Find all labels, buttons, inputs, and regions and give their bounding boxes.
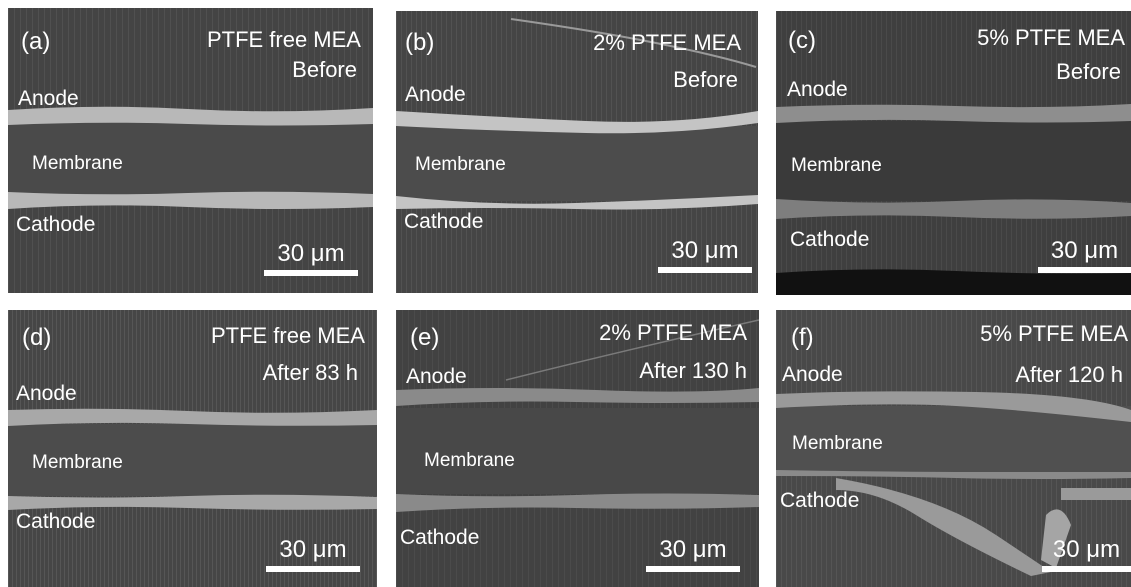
cathode-label: Cathode <box>780 489 860 512</box>
sem-image-a <box>8 8 373 293</box>
scale-bar-label: 30 μm <box>671 237 739 264</box>
panel-b: (b) 2% PTFE MEA Before Anode Membrane Ca… <box>396 11 758 293</box>
panel-title: 5% PTFE MEA <box>980 321 1128 346</box>
panel-a: (a) PTFE free MEA Before Anode Membrane … <box>8 8 373 293</box>
anode-label: Anode <box>787 78 848 101</box>
scale-bar-label: 30 μm <box>279 536 347 563</box>
scale-bar: 30 μm <box>266 538 360 572</box>
membrane-label: Membrane <box>32 153 123 174</box>
cathode-label: Cathode <box>790 228 870 251</box>
panel-d: (d) PTFE free MEA After 83 h Anode Membr… <box>8 310 377 587</box>
panel-title: 2% PTFE MEA <box>593 30 741 55</box>
sem-image-b <box>396 11 758 293</box>
scale-bar-label: 30 μm <box>659 536 727 563</box>
cathode-label: Cathode <box>404 210 484 233</box>
scale-bar: 30 μm <box>264 242 358 276</box>
scale-bar: 30 μm <box>658 239 752 273</box>
scale-bar-label: 30 μm <box>1050 237 1119 264</box>
scale-bar-line <box>266 566 360 572</box>
panel-label: (d) <box>22 324 52 351</box>
scale-bar-line <box>1038 267 1131 273</box>
sem-image-e <box>396 310 759 587</box>
anode-label: Anode <box>18 87 79 110</box>
membrane-label: Membrane <box>32 452 123 473</box>
panel-condition: After 83 h <box>262 360 358 385</box>
panel-label: (c) <box>788 27 816 54</box>
panel-title: PTFE free MEA <box>210 323 365 348</box>
panel-title: 5% PTFE MEA <box>977 25 1125 50</box>
panel-label: (a) <box>21 28 51 55</box>
cathode-label: Cathode <box>16 213 96 236</box>
panel-label: (f) <box>791 324 814 351</box>
panel-e: (e) 2% PTFE MEA After 130 h Anode Membra… <box>396 310 759 587</box>
panel-condition: Before <box>1056 59 1121 84</box>
anode-label: Anode <box>406 365 467 388</box>
panel-label: (e) <box>410 324 440 351</box>
cathode-label: Cathode <box>16 510 96 533</box>
scale-bar-label: 30 μm <box>277 240 345 267</box>
membrane-label: Membrane <box>424 450 515 471</box>
scale-bar-line <box>264 270 358 276</box>
membrane-label: Membrane <box>791 155 882 176</box>
panel-title: PTFE free MEA <box>206 27 361 52</box>
panel-label: (b) <box>405 29 435 56</box>
panel-condition: After 120 h <box>1015 362 1123 387</box>
sem-image-f <box>776 310 1131 587</box>
panel-f: (f) 5% PTFE MEA After 120 h Anode Membra… <box>776 310 1131 587</box>
anode-label: Anode <box>405 83 466 106</box>
scale-bar-line <box>1042 566 1131 572</box>
membrane-label: Membrane <box>792 433 883 454</box>
panel-condition: After 130 h <box>639 358 747 383</box>
scale-bar-line <box>658 267 752 273</box>
anode-label: Anode <box>16 382 77 405</box>
scale-bar: 30 μm <box>1038 239 1131 273</box>
panel-c: (c) 5% PTFE MEA Before Anode Membrane Ca… <box>776 11 1131 295</box>
scale-bar: 30 μm <box>1042 538 1131 572</box>
scale-bar-label: 30 μm <box>1052 536 1121 563</box>
panel-title: 2% PTFE MEA <box>599 320 747 345</box>
anode-label: Anode <box>782 363 843 386</box>
panel-condition: Before <box>292 57 357 82</box>
sem-image-d <box>8 310 377 587</box>
scale-bar: 30 μm <box>646 538 740 572</box>
cathode-label: Cathode <box>400 526 480 549</box>
membrane-label: Membrane <box>415 154 506 175</box>
sem-image-c <box>776 11 1131 295</box>
panel-condition: Before <box>673 67 738 92</box>
scale-bar-line <box>646 566 740 572</box>
